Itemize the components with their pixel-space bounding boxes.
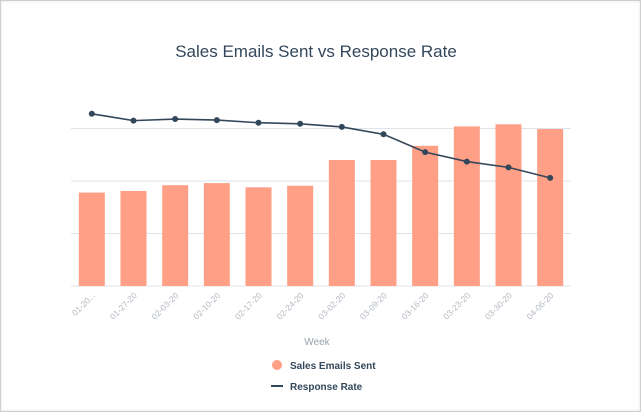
line-point-03-02-20 — [338, 123, 345, 130]
x-tick-03-23-20: 03-23-20 — [441, 290, 472, 321]
line-point-02-24-20 — [297, 120, 304, 127]
x-tick-01-27-20: 01-27-20 — [108, 290, 139, 321]
x-axis-label: Week — [304, 337, 330, 348]
x-tick-01-20...: 01-20... — [70, 290, 97, 317]
bar-03-02-20 — [328, 160, 355, 286]
line-point-02-03-20 — [172, 116, 179, 123]
bar-02-03-20 — [162, 185, 189, 286]
line-point-02-10-20 — [213, 117, 220, 124]
bar-01-20... — [78, 192, 105, 286]
legend-line-label: Response Rate — [290, 382, 363, 393]
bar-03-30-20 — [495, 124, 522, 286]
x-tick-03-30-20: 03-30-20 — [483, 290, 514, 321]
line-point-02-17-20 — [255, 119, 262, 126]
bar-03-16-20 — [412, 145, 439, 286]
bar-02-24-20 — [287, 185, 314, 286]
x-tick-02-17-20: 02-17-20 — [233, 290, 264, 321]
gridlines — [71, 128, 571, 287]
bar-03-09-20 — [370, 160, 397, 286]
line-point-03-16-20 — [422, 149, 429, 156]
x-tick-02-03-20: 02-03-20 — [149, 290, 180, 321]
legend: Sales Emails Sent Response Rate — [271, 360, 376, 393]
bar-01-27-20 — [120, 190, 147, 286]
line-point-03-23-20 — [463, 158, 470, 165]
x-tick-04-06-20: 04-06-20 — [524, 290, 555, 321]
x-tick-03-02-20: 03-02-20 — [316, 290, 347, 321]
bar-03-23-20 — [453, 126, 480, 287]
response-rate-line — [91, 113, 551, 179]
legend-bar-label: Sales Emails Sent — [290, 361, 376, 372]
bar-04-06-20 — [537, 129, 564, 286]
bar-series — [78, 124, 564, 287]
line-point-01-27-20 — [130, 117, 137, 124]
x-tick-03-09-20: 03-09-20 — [358, 290, 389, 321]
x-tick-02-10-20: 02-10-20 — [191, 290, 222, 321]
legend-bar-swatch — [272, 360, 282, 370]
line-point-03-09-20 — [380, 131, 387, 138]
line-point-04-06-20 — [547, 174, 554, 181]
chart-title: Sales Emails Sent vs Response Rate — [175, 42, 457, 61]
bar-02-17-20 — [245, 187, 272, 286]
legend-item-line[interactable]: Response Rate — [271, 382, 363, 393]
line-point-01-20... — [88, 110, 95, 117]
line-point-03-30-20 — [505, 164, 512, 171]
legend-item-bars[interactable]: Sales Emails Sent — [272, 360, 376, 372]
bar-02-10-20 — [203, 183, 230, 286]
x-tick-labels: 01-20... 01-27-20 02-03-20 02-10-20 02-17-20… — [70, 290, 556, 321]
x-tick-02-24-20: 02-24-20 — [274, 290, 305, 321]
line-series — [88, 110, 554, 181]
x-tick-03-16-20: 03-16-20 — [399, 290, 430, 321]
